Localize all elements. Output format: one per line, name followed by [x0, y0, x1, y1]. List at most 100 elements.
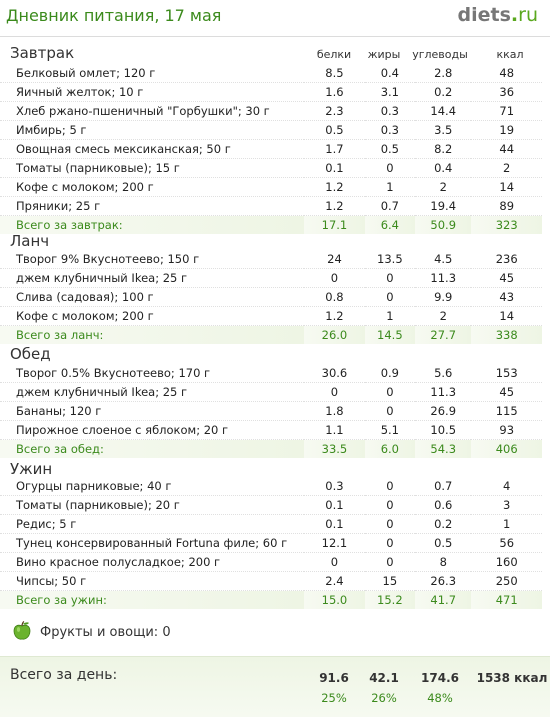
fat-cell: 0.7 — [364, 196, 416, 216]
protein-cell: 17.1 — [304, 215, 365, 234]
protein-cell: 30.6 — [304, 364, 365, 383]
fat-cell: 3.1 — [364, 82, 416, 102]
food-row: Пирожное слоеное с яблоком; 20 г 1.1 5.1 10… — [0, 420, 542, 440]
lunch-table: Творог 9% Вкуснотеево; 150 г 24 13.5 4.5 236… — [0, 250, 542, 344]
carbs-cell: 2 — [415, 306, 472, 326]
kcal-cell: 2 — [471, 158, 542, 178]
food-row: Кофе с молоком; 200 г 1.2 1 2 14 — [0, 306, 542, 326]
col-carbs: углеводы — [412, 48, 468, 61]
food-name: Томаты (парниковые); 15 г — [0, 158, 305, 178]
logo-tld: ru — [518, 4, 538, 26]
food-name: Яичный желток; 10 г — [0, 82, 305, 102]
fat-cell: 15 — [364, 571, 416, 591]
fat-cell: 0 — [364, 287, 416, 307]
food-name: Огурцы парниковые; 40 г — [0, 477, 305, 496]
carbs-cell: 0.6 — [415, 495, 472, 515]
fat-cell: 0 — [364, 533, 416, 553]
kcal-cell: 338 — [471, 325, 542, 344]
kcal-cell: 471 — [471, 590, 542, 609]
meal-title-supper: Ужин — [10, 460, 53, 478]
kcal-cell: 3 — [471, 495, 542, 515]
carbs-cell: 26.9 — [415, 401, 472, 421]
kcal-cell: 14 — [471, 177, 542, 197]
carbs-cell: 5.6 — [415, 364, 472, 383]
food-name: Пирожное слоеное с яблоком; 20 г — [0, 420, 305, 440]
page-title: Дневник питания, 17 мая — [6, 6, 222, 25]
carbs-cell: 0.2 — [415, 82, 472, 102]
day-kcal: 1538 ккал — [476, 671, 548, 685]
food-row: Тунец консервированный Fortuna филе; 60 … — [0, 533, 542, 553]
fat-cell: 5.1 — [364, 420, 416, 440]
food-row: джем клубничный Ikea; 25 г 0 0 11.3 45 — [0, 382, 542, 402]
meal-total-label: Всего за обед: — [0, 439, 305, 458]
protein-cell: 1.1 — [304, 420, 365, 440]
fat-cell: 0 — [364, 477, 416, 496]
day-total-label: Всего за день: — [10, 667, 118, 683]
carbs-cell: 8 — [415, 552, 472, 572]
carbs-cell: 11.3 — [415, 382, 472, 402]
fat-cell: 1 — [364, 177, 416, 197]
carbs-cell: 19.4 — [415, 196, 472, 216]
protein-cell: 15.0 — [304, 590, 365, 609]
food-row: Пряники; 25 г 1.2 0.7 19.4 89 — [0, 196, 542, 216]
carbs-cell: 10.5 — [415, 420, 472, 440]
meal-title-breakfast: Завтрак — [10, 44, 75, 62]
protein-cell: 0.1 — [304, 158, 365, 178]
carbs-cell: 50.9 — [415, 215, 472, 234]
carbs-cell: 14.4 — [415, 101, 472, 121]
food-name: Имбирь; 5 г — [0, 120, 305, 140]
col-fat: жиры — [367, 48, 401, 61]
fat-cell: 0.9 — [364, 364, 416, 383]
protein-cell: 0.3 — [304, 477, 365, 496]
food-name: Творог 0.5% Вкуснотеево; 170 г — [0, 364, 305, 383]
page-header: Дневник питания, 17 мая diets.ru — [0, 0, 550, 34]
carbs-cell: 54.3 — [415, 439, 472, 458]
protein-cell: 0.8 — [304, 287, 365, 307]
food-name: Редис; 5 г — [0, 514, 305, 534]
diets-logo[interactable]: diets.ru — [458, 4, 538, 26]
fat-cell: 14.5 — [364, 325, 416, 344]
protein-cell: 2.4 — [304, 571, 365, 591]
kcal-cell: 71 — [471, 101, 542, 121]
day-carbs-pct: 48% — [427, 691, 453, 705]
header-divider — [0, 36, 550, 37]
food-row: Слива (садовая); 100 г 0.8 0 9.9 43 — [0, 287, 542, 307]
food-name: Слива (садовая); 100 г — [0, 287, 305, 307]
meal-total-label: Всего за завтрак: — [0, 215, 305, 234]
fat-cell: 15.2 — [364, 590, 416, 609]
food-row: Чипсы; 50 г 2.4 15 26.3 250 — [0, 571, 542, 591]
carbs-cell: 8.2 — [415, 139, 472, 159]
food-row: Томаты (парниковые); 20 г 0.1 0 0.6 3 — [0, 495, 542, 515]
food-row: Бананы; 120 г 1.8 0 26.9 115 — [0, 401, 542, 421]
protein-cell: 33.5 — [304, 439, 365, 458]
logo-main: diets — [457, 4, 511, 26]
meal-total-row: Всего за обед: 33.5 6.0 54.3 406 — [0, 439, 542, 458]
fat-cell: 6.4 — [364, 215, 416, 234]
col-protein: белки — [316, 48, 352, 61]
fat-cell: 6.0 — [364, 439, 416, 458]
food-row: джем клубничный Ikea; 25 г 0 0 11.3 45 — [0, 268, 542, 288]
protein-cell: 1.8 — [304, 401, 365, 421]
protein-cell: 2.3 — [304, 101, 365, 121]
food-name: Овощная смесь мексиканская; 50 г — [0, 139, 305, 159]
apple-icon — [13, 621, 31, 640]
kcal-cell: 14 — [471, 306, 542, 326]
protein-cell: 0 — [304, 268, 365, 288]
meal-total-label: Всего за ужин: — [0, 590, 305, 609]
kcal-cell: 250 — [471, 571, 542, 591]
carbs-cell: 27.7 — [415, 325, 472, 344]
food-name: джем клубничный Ikea; 25 г — [0, 382, 305, 402]
day-total-panel: Всего за день: 91.6 42.1 174.6 1538 ккал… — [0, 656, 550, 717]
fruits-veg-label: Фрукты и овощи: 0 — [40, 625, 171, 640]
kcal-cell: 56 — [471, 533, 542, 553]
kcal-cell: 323 — [471, 215, 542, 234]
kcal-cell: 36 — [471, 82, 542, 102]
kcal-cell: 1 — [471, 514, 542, 534]
supper-table: Огурцы парниковые; 40 г 0.3 0 0.7 4 Томаты (п… — [0, 477, 542, 609]
carbs-cell: 0.5 — [415, 533, 472, 553]
food-name: Кофе с молоком; 200 г — [0, 177, 305, 197]
food-name: Кофе с молоком; 200 г — [0, 306, 305, 326]
fat-cell: 0.3 — [364, 120, 416, 140]
fat-cell: 1 — [364, 306, 416, 326]
carbs-cell: 2.8 — [415, 64, 472, 83]
